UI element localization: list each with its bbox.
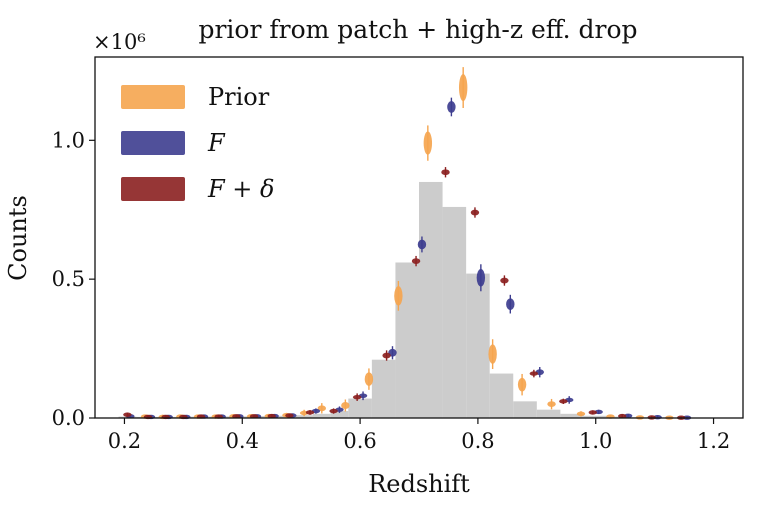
marker-f-delta — [306, 410, 314, 414]
marker-f-delta — [382, 353, 390, 359]
point-f-delta — [589, 410, 597, 414]
x-axis-label: Redshift — [368, 470, 470, 498]
marker-f-delta — [441, 169, 449, 175]
legend-label-f-delta: F + δ — [207, 175, 274, 203]
marker-f — [477, 269, 485, 286]
point-f — [447, 98, 455, 117]
legend-swatch-prior — [121, 85, 185, 109]
y-tick-label: 0.5 — [52, 267, 85, 291]
y-multiplier-label: ×10⁶ — [93, 30, 146, 54]
histogram-bar — [372, 360, 396, 418]
marker-f — [506, 298, 514, 310]
point-f — [506, 295, 514, 314]
marker-f-delta — [329, 409, 337, 413]
histogram-bar — [490, 374, 514, 418]
x-tick-label: 1.2 — [697, 429, 730, 453]
histogram-bar — [348, 399, 372, 418]
histogram-bar — [513, 401, 537, 418]
point-f-delta — [500, 275, 508, 285]
point-prior — [547, 399, 555, 409]
marker-prior — [394, 286, 402, 305]
marker-prior — [341, 402, 349, 409]
legend-label-prior: Prior — [208, 83, 270, 111]
chart-title: prior from patch + high-z eff. drop — [198, 15, 637, 44]
marker-f-delta — [285, 413, 293, 417]
marker-prior — [547, 401, 555, 407]
point-prior — [459, 67, 467, 108]
x-ticks: 0.2 0.4 0.6 0.8 1.0 1.2 — [108, 418, 730, 453]
marker-prior — [365, 372, 373, 386]
legend-swatch-f — [121, 131, 185, 155]
point-f-delta — [285, 413, 293, 417]
point-f-delta — [441, 167, 449, 177]
point-prior — [488, 339, 496, 369]
marker-f-delta — [123, 412, 131, 416]
y-ticks: 0.0 0.5 1.0 — [52, 128, 95, 430]
marker-f-delta — [412, 258, 420, 264]
y-axis-label: Counts — [4, 195, 32, 281]
x-tick-label: 1.0 — [579, 429, 612, 453]
legend-swatch-f-delta — [121, 177, 185, 201]
x-tick-label: 0.4 — [226, 429, 259, 453]
marker-prior — [577, 412, 585, 416]
histogram-bar — [466, 274, 490, 418]
point-prior — [518, 374, 526, 395]
legend: Prior F F + δ — [121, 83, 274, 203]
x-tick-label: 0.8 — [461, 429, 494, 453]
marker-prior — [424, 131, 432, 154]
point-prior — [424, 125, 432, 160]
marker-f-delta — [530, 371, 538, 375]
point-prior — [365, 368, 373, 389]
marker-f-delta — [589, 410, 597, 414]
marker-prior — [488, 344, 496, 363]
histogram-bars — [119, 182, 702, 418]
x-tick-label: 0.6 — [343, 429, 376, 453]
histogram-bar — [537, 410, 561, 418]
x-tick-label: 0.2 — [108, 429, 141, 453]
y-tick-label: 0.0 — [52, 406, 85, 430]
marker-f — [418, 240, 426, 250]
marker-f-delta — [500, 278, 508, 284]
marker-prior — [518, 378, 526, 392]
marker-f-delta — [559, 399, 567, 403]
marker-f — [447, 101, 455, 113]
y-tick-label: 1.0 — [52, 128, 85, 152]
histogram-bar — [443, 207, 467, 418]
marker-prior — [459, 74, 467, 101]
point-f-delta — [471, 207, 479, 217]
legend-label-f: F — [207, 129, 226, 157]
histogram-bar — [419, 182, 443, 418]
point-f-delta — [123, 412, 131, 416]
marker-f-delta — [471, 210, 479, 216]
marker-f-delta — [353, 395, 361, 399]
